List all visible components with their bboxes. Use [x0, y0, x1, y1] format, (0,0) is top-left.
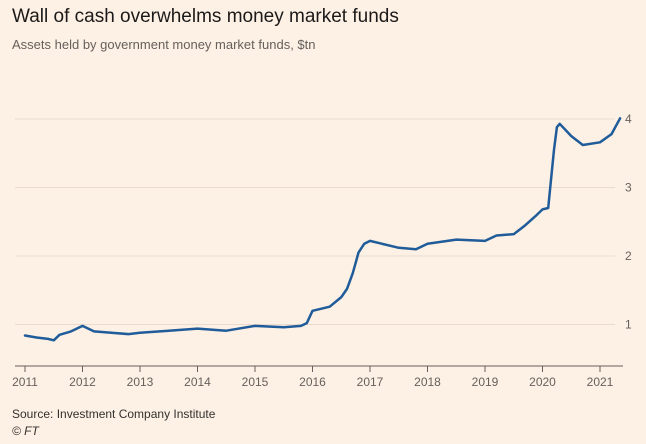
y-tick-label: 4 — [625, 112, 632, 126]
x-tick-label: 2016 — [299, 375, 326, 389]
x-tick-label: 2013 — [127, 375, 154, 389]
x-tick-label: 2017 — [357, 375, 384, 389]
x-tick-label: 2021 — [587, 375, 614, 389]
x-tick-label: 2019 — [472, 375, 499, 389]
x-tick-label: 2011 — [12, 375, 38, 389]
series-line — [23, 117, 622, 342]
x-tick-label: 2018 — [414, 375, 441, 389]
chart-subtitle: Assets held by government money market f… — [12, 37, 316, 52]
chart-title: Wall of cash overwhelms money market fun… — [12, 6, 399, 27]
y-tick-label: 2 — [625, 249, 632, 263]
x-tick-label: 2012 — [69, 375, 96, 389]
y-tick-label: 3 — [625, 181, 632, 195]
y-tick-label: 1 — [625, 318, 632, 332]
copyright-credit: © FT — [12, 424, 39, 438]
x-tick-label: 2015 — [242, 375, 269, 389]
x-tick-label: 2020 — [529, 375, 556, 389]
x-tick-label: 2014 — [184, 375, 211, 389]
source-note: Source: Investment Company Institute — [12, 407, 216, 421]
